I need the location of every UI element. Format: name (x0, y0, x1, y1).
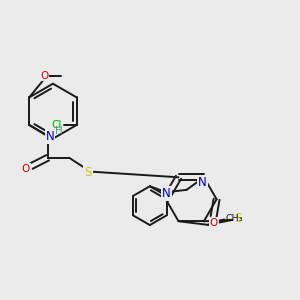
Text: N: N (46, 130, 54, 143)
Text: N: N (162, 188, 171, 200)
Text: S: S (84, 166, 92, 179)
Text: H: H (55, 126, 63, 136)
Text: O: O (40, 70, 48, 81)
Text: O: O (22, 164, 30, 173)
Text: O: O (209, 218, 218, 228)
Text: S: S (234, 212, 241, 225)
Text: Cl: Cl (52, 120, 62, 130)
Text: N: N (198, 176, 207, 189)
Text: CH₃: CH₃ (225, 214, 243, 224)
